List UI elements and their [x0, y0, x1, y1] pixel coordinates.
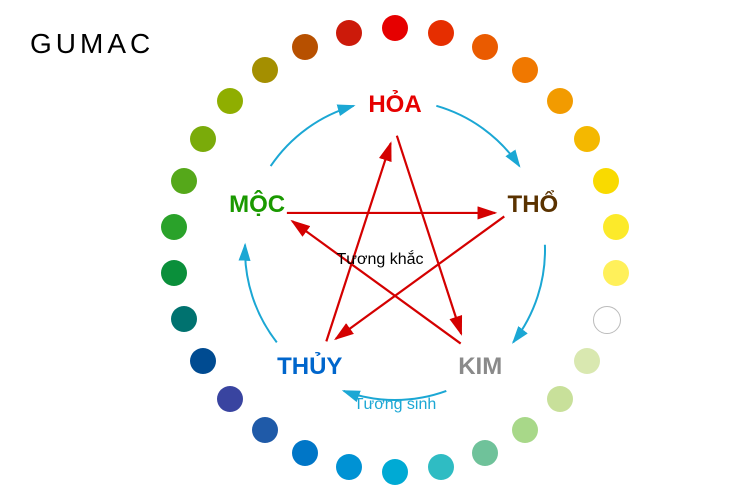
- element-label-tho: THỔ: [508, 191, 559, 219]
- productive-cycle-arc: [436, 106, 519, 166]
- color-ring-dot: [336, 454, 362, 480]
- color-ring-dot: [171, 306, 197, 332]
- color-ring-dot: [382, 459, 408, 485]
- color-ring-dot: [512, 417, 538, 443]
- destructive-cycle-line: [326, 143, 390, 341]
- productive-cycle-arc: [513, 245, 545, 343]
- color-ring-dot: [547, 386, 573, 412]
- color-ring-dot: [161, 214, 187, 240]
- color-ring-dot: [603, 260, 629, 286]
- destructive-cycle-line: [292, 221, 460, 343]
- color-ring-dot: [472, 440, 498, 466]
- productive-cycle-arc: [245, 245, 277, 343]
- five-elements-diagram: [0, 0, 750, 500]
- color-ring-dot: [336, 20, 362, 46]
- caption-tuong-sinh: Tương sinh: [354, 396, 437, 414]
- productive-cycle-arc: [271, 106, 354, 166]
- color-ring-dot: [190, 126, 216, 152]
- color-ring-dot: [252, 57, 278, 83]
- color-ring-dot: [428, 20, 454, 46]
- color-ring-dot: [252, 417, 278, 443]
- element-label-moc: MỘC: [229, 191, 285, 219]
- color-ring-dot: [382, 15, 408, 41]
- color-ring-dot: [593, 306, 621, 334]
- color-ring-dot: [603, 214, 629, 240]
- element-label-thuy: THỦY: [277, 353, 342, 381]
- color-ring-dot: [292, 34, 318, 60]
- color-ring-dot: [190, 348, 216, 374]
- caption-tuong-khac: Tương khắc: [336, 251, 423, 269]
- element-label-hoa: HỎA: [368, 91, 421, 119]
- color-ring-dot: [217, 386, 243, 412]
- element-label-kim: KIM: [458, 353, 502, 381]
- color-ring-dot: [292, 440, 318, 466]
